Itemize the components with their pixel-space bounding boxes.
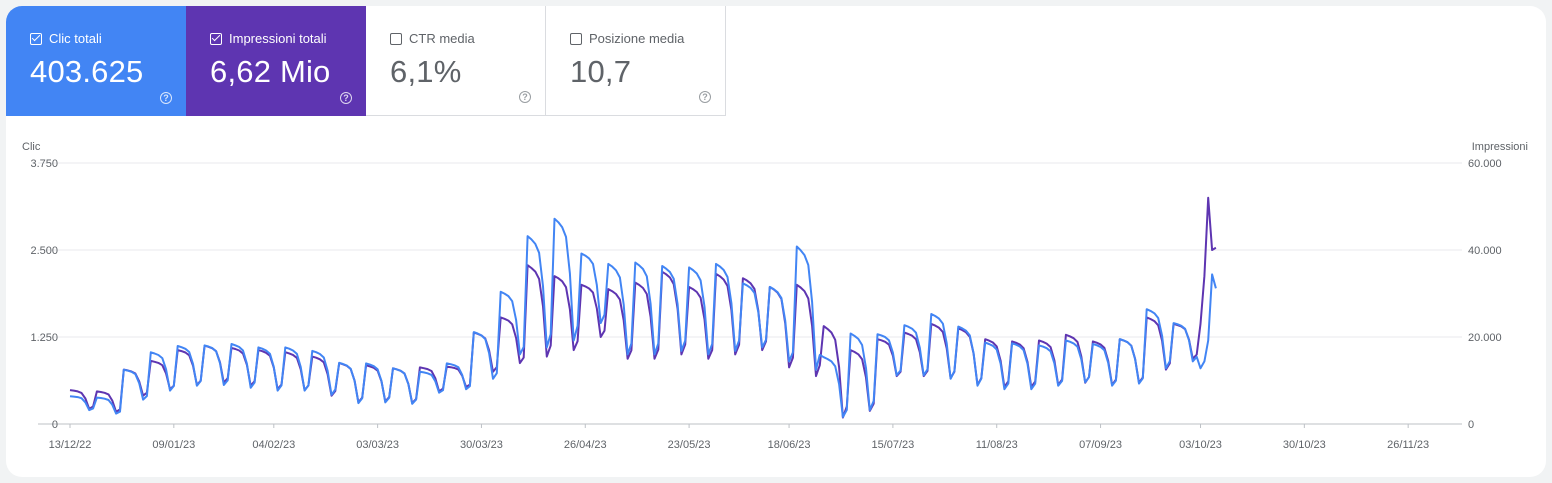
ctr-label: CTR media xyxy=(409,31,475,46)
left-tick-label: 2.500 xyxy=(30,245,58,257)
metric-header-clicks: Clic totali xyxy=(30,31,102,46)
metric-card-ctr[interactable]: CTR media 6,1% ? xyxy=(366,6,546,116)
question-circle-icon[interactable]: ? xyxy=(340,92,352,104)
x-tick-label: 03/10/23 xyxy=(1179,439,1222,451)
clicks-series-line xyxy=(69,217,1217,418)
x-tick-label: 30/10/23 xyxy=(1283,439,1326,451)
x-tick-label: 09/01/23 xyxy=(152,439,195,451)
right-axis-label: Impressioni xyxy=(1472,141,1528,153)
x-tick-label: 26/04/23 xyxy=(564,439,607,451)
ctr-value: 6,1% xyxy=(390,54,462,89)
question-circle-icon[interactable]: ? xyxy=(160,92,172,104)
x-tick-label: 11/08/23 xyxy=(976,439,1018,451)
performance-panel: Clic Impressioni 0 1.250 2.500 3.750 0 20.00… xyxy=(6,6,1546,477)
right-tick-label: 40.000 xyxy=(1468,245,1502,257)
x-tick-label: 15/07/23 xyxy=(871,439,914,451)
right-axis-ticks: 0 20.000 40.000 60.000 xyxy=(1468,158,1502,431)
series-lines xyxy=(69,196,1217,419)
position-value: 10,7 xyxy=(570,54,632,89)
right-tick-label: 0 xyxy=(1468,419,1474,431)
x-tick-label: 13/12/22 xyxy=(49,439,92,451)
x-tick-label: 18/06/23 xyxy=(768,439,811,451)
x-tick-label: 23/05/23 xyxy=(668,439,711,451)
clicks-label: Clic totali xyxy=(49,31,102,46)
metric-cards: Clic totali 403.625 ? Impressioni totali… xyxy=(6,6,726,116)
left-tick-label: 3.750 xyxy=(30,158,58,170)
impressions-value: 6,62 Mio xyxy=(210,54,331,89)
impressions-label: Impressioni totali xyxy=(229,31,327,46)
left-axis-label: Clic xyxy=(22,141,41,153)
clicks-checkbox[interactable] xyxy=(30,32,42,45)
metric-card-impressions[interactable]: Impressioni totali 6,62 Mio ? xyxy=(186,6,366,116)
position-label: Posizione media xyxy=(589,31,685,46)
x-tick-label: 04/02/23 xyxy=(252,439,295,451)
left-axis-ticks: 0 1.250 2.500 3.750 xyxy=(30,158,58,431)
position-checkbox[interactable] xyxy=(570,32,582,45)
metric-header-impressions: Impressioni totali xyxy=(210,31,327,46)
question-circle-icon[interactable]: ? xyxy=(699,91,711,103)
performance-chart: Clic Impressioni 0 1.250 2.500 3.750 0 20.00… xyxy=(22,141,1528,451)
question-circle-icon[interactable]: ? xyxy=(519,91,531,103)
impressions-series-line xyxy=(69,196,1217,419)
metric-card-clicks[interactable]: Clic totali 403.625 ? xyxy=(6,6,186,116)
x-axis-ticks: 13/12/22 09/01/23 04/02/23 03/03/23 30/03/23… xyxy=(49,424,1429,451)
metric-header-ctr: CTR media xyxy=(390,31,475,46)
metric-card-position[interactable]: Posizione media 10,7 ? xyxy=(546,6,726,116)
right-tick-label: 20.000 xyxy=(1468,332,1502,344)
right-tick-label: 60.000 xyxy=(1468,158,1502,170)
x-tick-label: 07/09/23 xyxy=(1079,439,1122,451)
left-tick-label: 1.250 xyxy=(30,332,58,344)
x-tick-label: 03/03/23 xyxy=(356,439,399,451)
clicks-value: 403.625 xyxy=(30,54,144,89)
gridlines xyxy=(38,162,1462,425)
x-tick-label: 26/11/23 xyxy=(1387,439,1429,451)
ctr-checkbox[interactable] xyxy=(390,32,402,45)
impressions-checkbox[interactable] xyxy=(210,32,222,45)
x-tick-label: 30/03/23 xyxy=(460,439,503,451)
left-tick-label: 0 xyxy=(52,419,58,431)
metric-header-position: Posizione media xyxy=(570,31,684,46)
